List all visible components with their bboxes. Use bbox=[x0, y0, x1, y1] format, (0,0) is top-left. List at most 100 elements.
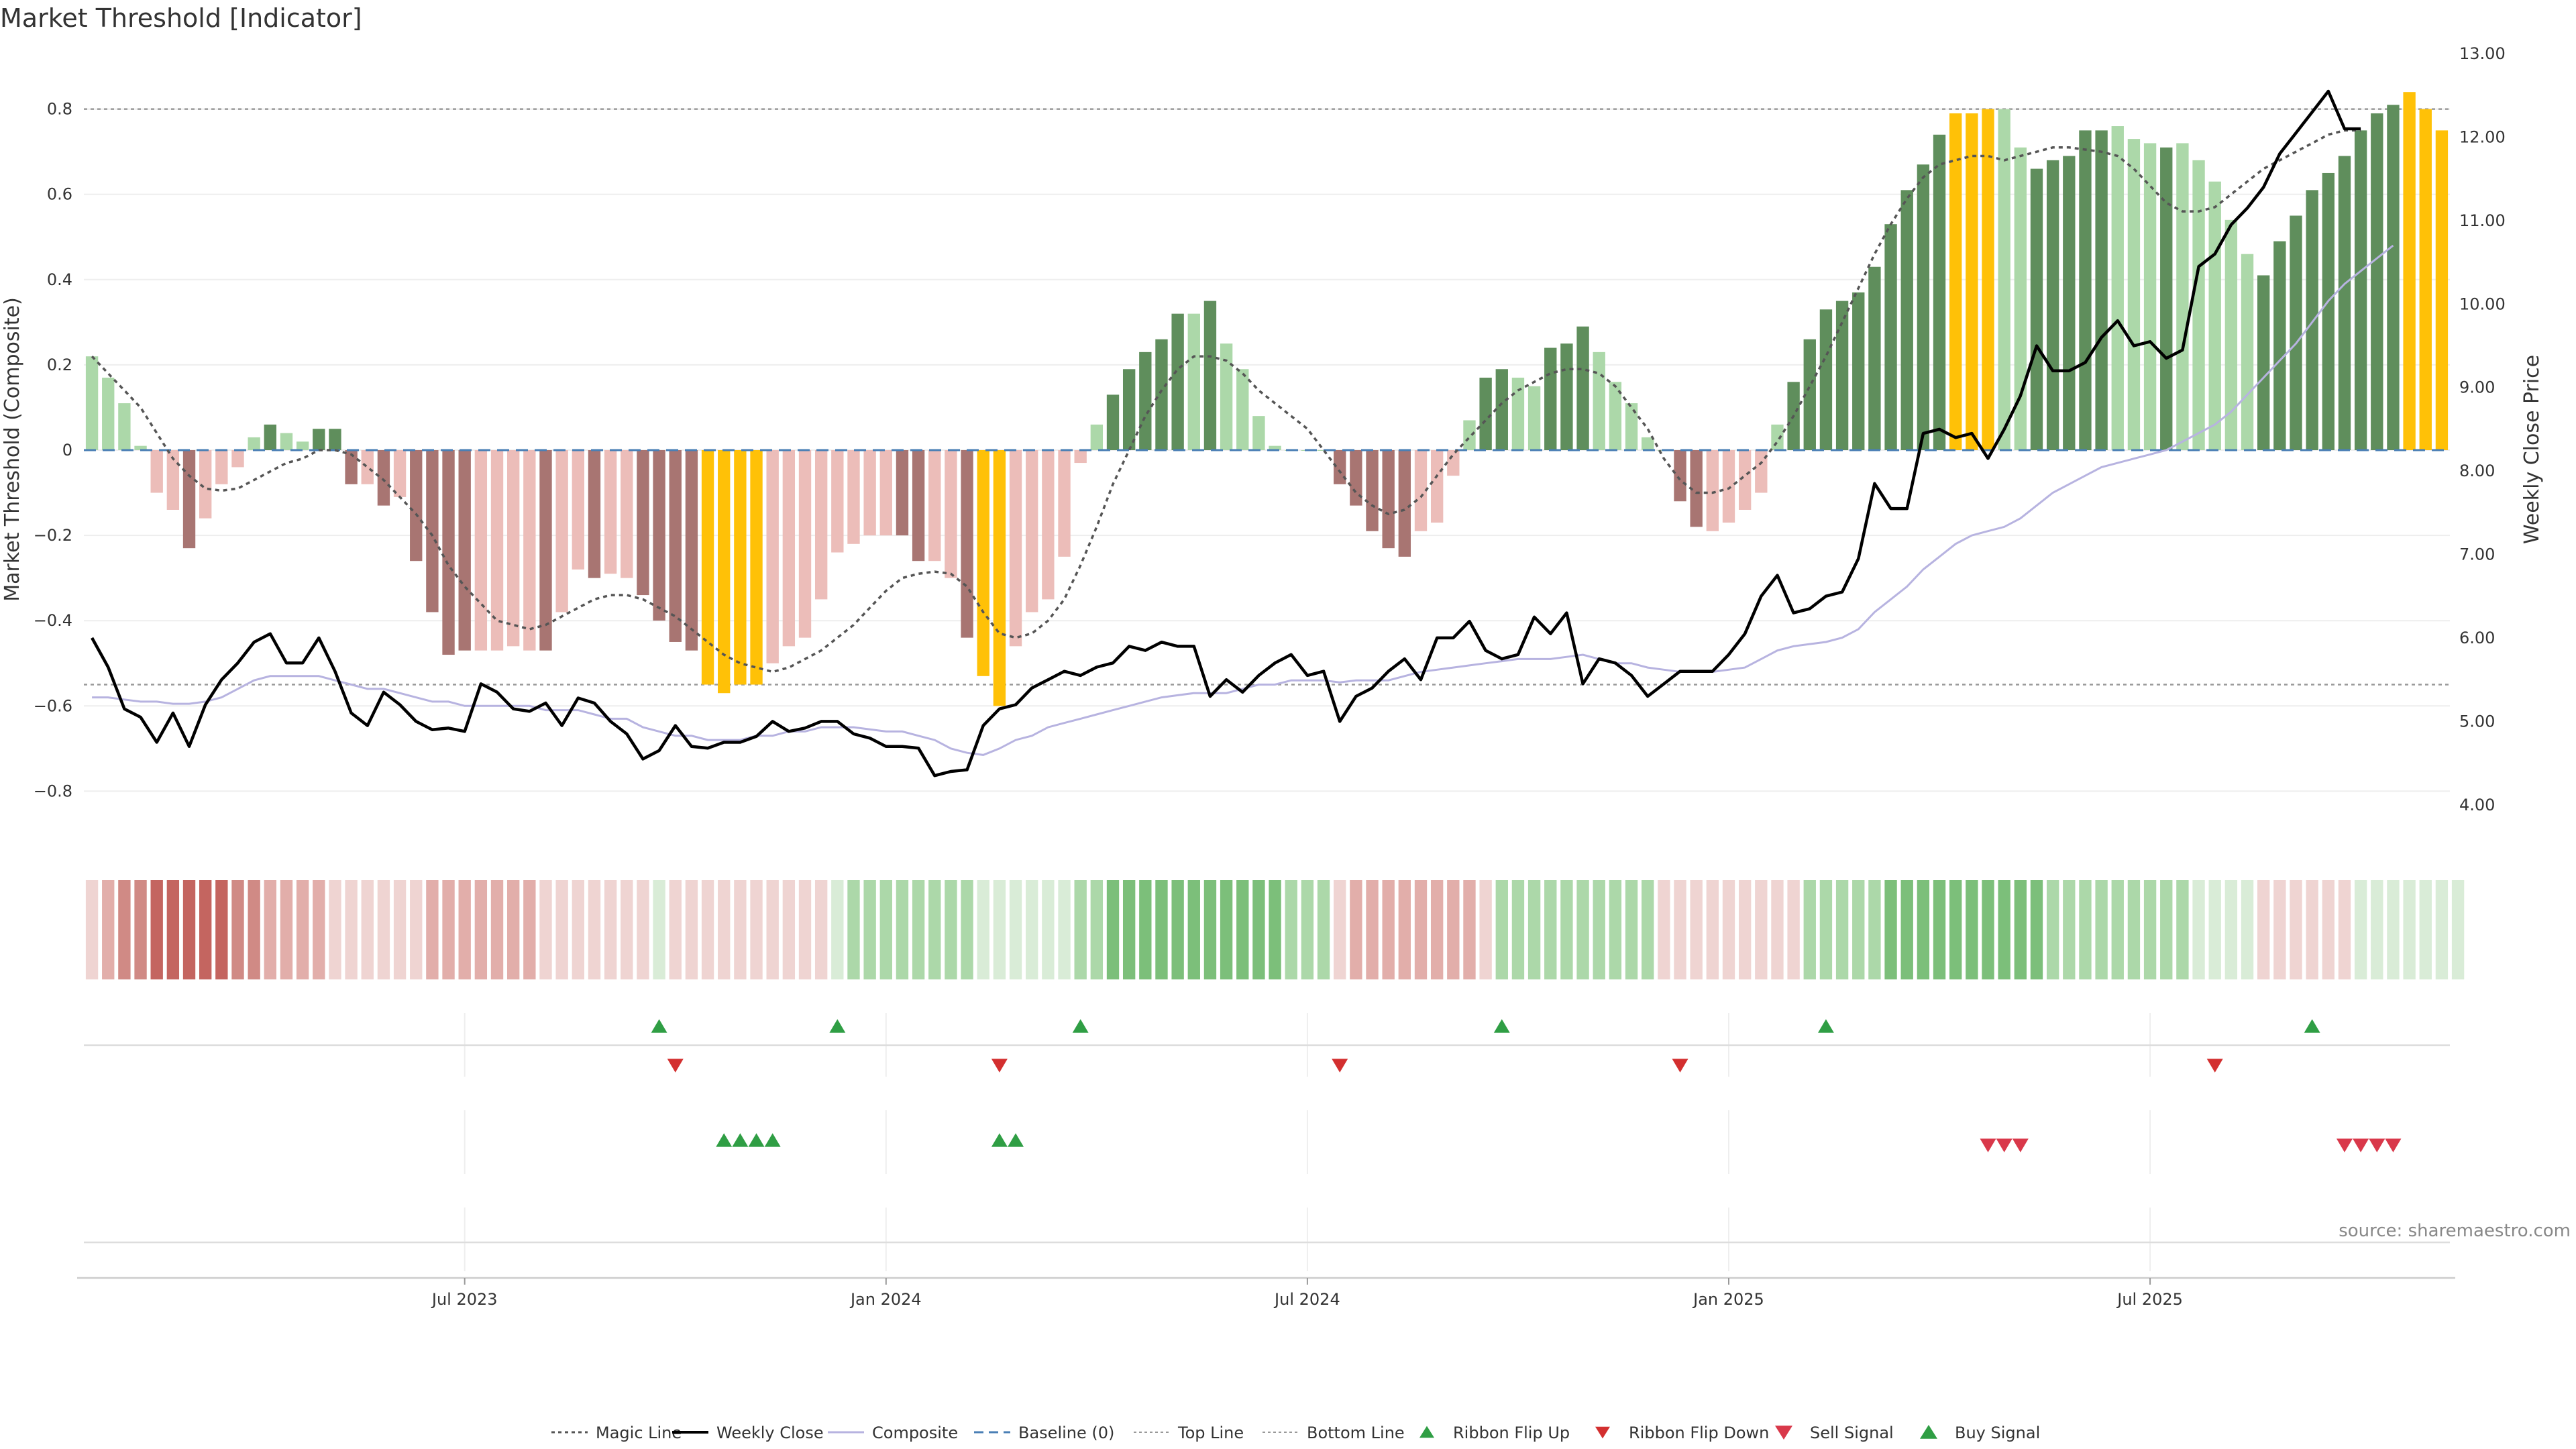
composite-bar bbox=[2419, 109, 2432, 450]
composite-bar bbox=[1642, 437, 1654, 450]
sell-signal-marker bbox=[1980, 1138, 1996, 1152]
composite-bar bbox=[1771, 424, 1784, 450]
composite-bar bbox=[1966, 113, 1978, 450]
composite-bar bbox=[1155, 339, 1168, 450]
ribbon-cell bbox=[879, 880, 892, 979]
composite-bar bbox=[750, 450, 763, 685]
y-tick-label: −0.2 bbox=[34, 526, 72, 545]
ribbon-cell bbox=[2403, 880, 2416, 979]
y-tick-label: −0.4 bbox=[34, 611, 72, 630]
ribbon-cell bbox=[1527, 880, 1541, 979]
ribbon-cell bbox=[1511, 880, 1525, 979]
y2-tick-label: 7.00 bbox=[2459, 545, 2495, 564]
ribbon-cell bbox=[118, 880, 131, 979]
composite-bar bbox=[2208, 181, 2221, 450]
composite-bar bbox=[1430, 450, 1444, 523]
composite-bar bbox=[1495, 369, 1508, 450]
composite-bar bbox=[2387, 105, 2400, 451]
ribbon-flip-down-marker bbox=[1332, 1059, 1348, 1073]
composite-bar bbox=[1171, 313, 1184, 450]
ribbon-cell bbox=[2014, 880, 2027, 979]
composite-bar bbox=[523, 450, 536, 651]
ribbon-cell bbox=[1609, 880, 1622, 979]
ribbon-cell bbox=[1447, 880, 1460, 979]
chart-title: Market Threshold [Indicator] bbox=[0, 3, 362, 33]
composite-bar bbox=[621, 450, 633, 578]
ribbon-cell bbox=[1430, 880, 1444, 979]
composite-bar bbox=[2224, 219, 2238, 450]
composite-bar bbox=[1252, 416, 1265, 450]
composite-bar bbox=[1447, 450, 1460, 476]
ribbon-cell bbox=[166, 880, 180, 979]
composite-bar bbox=[2435, 130, 2449, 451]
ribbon-cell bbox=[928, 880, 941, 979]
series-lines bbox=[84, 89, 2450, 777]
ribbon-cell bbox=[588, 880, 601, 979]
composite-bar bbox=[1609, 382, 1622, 450]
composite-bar bbox=[572, 450, 584, 570]
legend-item: Top Line bbox=[1134, 1424, 1244, 1442]
ribbon-cell bbox=[2224, 880, 2238, 979]
composite-bar bbox=[1139, 352, 1152, 450]
composite-bar bbox=[977, 450, 989, 676]
ribbon-cell bbox=[1966, 880, 1978, 979]
ribbon-cell bbox=[1139, 880, 1152, 979]
ribbon-cell bbox=[2241, 880, 2254, 979]
ribbon-cell bbox=[961, 880, 973, 979]
composite-bar bbox=[1479, 377, 1492, 450]
sell-signal-marker bbox=[2353, 1138, 2369, 1152]
ribbon-flip-down-marker bbox=[991, 1059, 1008, 1073]
composite-bar bbox=[1917, 164, 1930, 450]
ribbon-cell bbox=[410, 880, 423, 979]
ribbon-cell bbox=[863, 880, 876, 979]
ribbon-cell bbox=[1042, 880, 1055, 979]
ribbon-flip-up-marker bbox=[1072, 1019, 1089, 1033]
ribbon-cell bbox=[1738, 880, 1752, 979]
ribbon-cell bbox=[555, 880, 568, 979]
legend-label: Sell Signal bbox=[1810, 1424, 1894, 1442]
composite-bar bbox=[1998, 109, 2010, 450]
composite-bar bbox=[2257, 275, 2270, 450]
composite-bar bbox=[555, 450, 568, 612]
ribbon-cell bbox=[1771, 880, 1784, 979]
composite-bar bbox=[2322, 172, 2334, 450]
composite-bar bbox=[2030, 168, 2043, 451]
composite-bar bbox=[182, 450, 196, 549]
legend-label: Bottom Line bbox=[1307, 1424, 1405, 1442]
composite-bar bbox=[329, 429, 341, 450]
composite-bar bbox=[1755, 450, 1768, 493]
ribbon-cell bbox=[2063, 880, 2076, 979]
composite-bar bbox=[879, 450, 892, 536]
x-tick-label: Jul 2025 bbox=[2116, 1290, 2183, 1309]
ribbon-cell bbox=[490, 880, 504, 979]
legend-item: Ribbon Flip Up bbox=[1419, 1424, 1570, 1442]
y2-axis-label: Weekly Close Price bbox=[2520, 355, 2544, 544]
ribbon-cell bbox=[734, 880, 747, 979]
composite-bar bbox=[199, 450, 212, 519]
composite-bar bbox=[134, 445, 147, 450]
ribbon-cell bbox=[85, 880, 99, 979]
y2-tick-label: 12.00 bbox=[2459, 127, 2506, 146]
ribbon-cell bbox=[637, 880, 649, 979]
composite-bar bbox=[1884, 224, 1897, 450]
composite-bar bbox=[2290, 215, 2302, 450]
composite-bar bbox=[1738, 450, 1752, 510]
composite-bar bbox=[377, 450, 390, 506]
legend-item: Sell Signal bbox=[1775, 1424, 1894, 1442]
ribbon-cell bbox=[1495, 880, 1508, 979]
ribbon-cell bbox=[1463, 880, 1476, 979]
ribbon-cell bbox=[361, 880, 374, 979]
ribbon-cell bbox=[2387, 880, 2400, 979]
legend-item: Ribbon Flip Down bbox=[1595, 1424, 1769, 1442]
ribbon-cell bbox=[1236, 880, 1249, 979]
composite-bar bbox=[1868, 266, 1881, 450]
ribbon-cell bbox=[1479, 880, 1492, 979]
ribbon-cell bbox=[102, 880, 115, 979]
composite-bars bbox=[85, 92, 2449, 706]
legend-swatch bbox=[1595, 1426, 1610, 1439]
ribbon-cell bbox=[2095, 880, 2108, 979]
legend-item: Weekly Close bbox=[672, 1424, 824, 1442]
y2-tick-label: 10.00 bbox=[2459, 294, 2506, 313]
ribbon-strip bbox=[85, 880, 2465, 979]
